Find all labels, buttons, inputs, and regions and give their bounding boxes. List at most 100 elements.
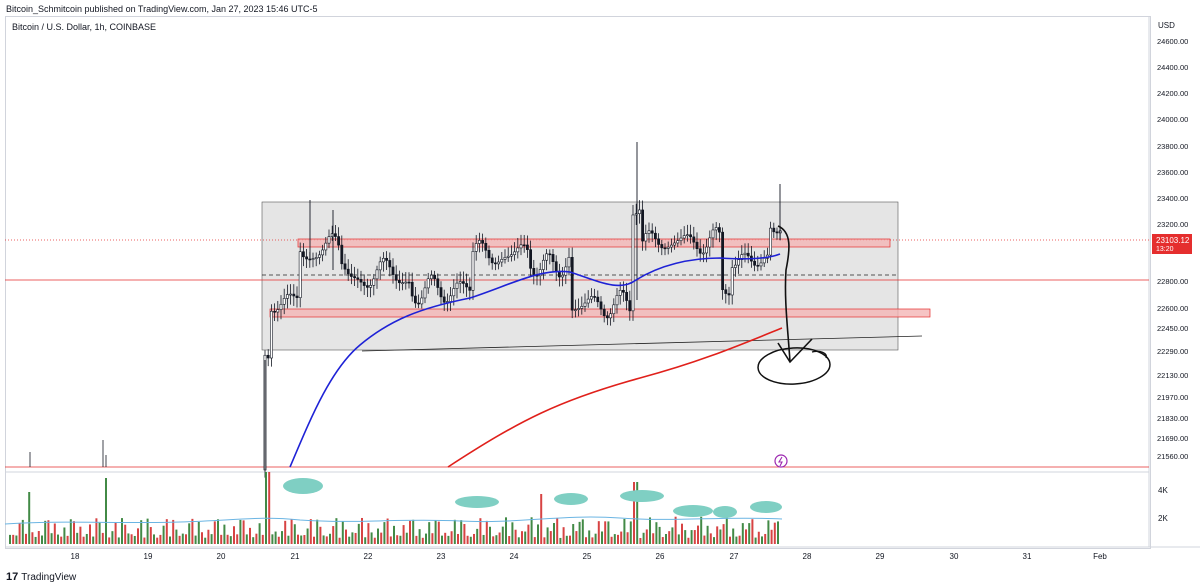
candle-body xyxy=(461,281,465,284)
y-tick-label: 21690.00 xyxy=(1157,434,1188,443)
volume-bar xyxy=(322,535,325,544)
volume-bar xyxy=(34,536,37,544)
candle-body xyxy=(628,300,632,312)
volume-bar xyxy=(473,533,475,544)
candle-body xyxy=(759,262,763,267)
candle-body xyxy=(727,293,731,296)
tradingview-brand[interactable]: 17 TradingView xyxy=(6,571,76,583)
volume-bar xyxy=(313,536,315,544)
volume-bar xyxy=(223,524,226,544)
volume-bar xyxy=(95,518,98,544)
long-ma-line xyxy=(447,327,783,468)
volume-bar xyxy=(89,524,91,544)
volume-bar xyxy=(613,534,616,544)
y-tick-label: 23800.00 xyxy=(1157,142,1188,151)
candle-body xyxy=(442,296,446,303)
y-tick-label: 24000.00 xyxy=(1157,115,1188,124)
candle-body xyxy=(477,240,481,244)
volume-bar xyxy=(652,533,655,544)
candle-body xyxy=(503,257,507,260)
y-axis-ticks: 24600.00 24400.00 24200.00 24000.00 23800.00… xyxy=(1157,37,1188,461)
candle-body xyxy=(561,274,565,278)
volume-bar xyxy=(575,531,578,544)
volume-bar xyxy=(658,526,661,544)
volume-bar xyxy=(325,536,328,544)
candle-body xyxy=(497,261,501,265)
event-lightning-icon[interactable] xyxy=(774,454,788,468)
volume-bar xyxy=(265,472,267,544)
volume-bar xyxy=(623,518,626,544)
candle-body xyxy=(589,296,593,300)
volume-bar xyxy=(719,529,722,544)
volume-bar xyxy=(28,492,31,544)
candle-body xyxy=(301,251,305,258)
volume-bar xyxy=(553,523,555,544)
x-tick-label: 26 xyxy=(656,552,665,561)
candle-body xyxy=(449,295,453,302)
candle-body xyxy=(577,308,581,310)
candle-body xyxy=(324,242,328,251)
candle-body xyxy=(471,251,475,291)
volume-bar xyxy=(626,532,629,544)
volume-bar xyxy=(338,537,341,544)
volume-bar xyxy=(297,534,299,544)
volume-bar xyxy=(133,535,136,544)
volume-bar xyxy=(620,531,623,544)
volume-bar xyxy=(543,537,546,544)
volume-bar xyxy=(233,526,235,544)
y-tick-label: 22600.00 xyxy=(1157,304,1188,313)
volume-bar xyxy=(60,536,63,544)
candle-body xyxy=(465,283,469,288)
candle-body xyxy=(621,289,625,293)
candle-body xyxy=(724,289,728,294)
volume-bar xyxy=(434,520,437,544)
volume-bar xyxy=(533,537,536,544)
volume-bar xyxy=(757,531,760,544)
volume-bar xyxy=(191,518,194,544)
x-tick-label: 31 xyxy=(1023,552,1032,561)
candle-body xyxy=(692,236,696,243)
candle-body xyxy=(391,266,395,275)
candle-body xyxy=(388,260,392,268)
volume-bar xyxy=(293,524,296,544)
volume-bar xyxy=(457,533,459,544)
candle-body xyxy=(593,296,597,298)
x-tick-label: 25 xyxy=(583,552,592,561)
last-price-value: 23103.12 xyxy=(1156,236,1190,245)
volume-bar xyxy=(194,535,197,544)
candle-body xyxy=(541,259,545,270)
volume-bar xyxy=(722,524,725,544)
volume-bar xyxy=(53,523,56,544)
volume-bar xyxy=(287,535,290,544)
volume-bar xyxy=(181,533,184,544)
volume-bar xyxy=(521,531,523,544)
volume-bar xyxy=(421,537,424,544)
volume-bar xyxy=(367,523,370,544)
volume-bar xyxy=(684,530,687,544)
candle-body xyxy=(529,249,533,269)
volume-bar xyxy=(79,526,82,544)
candle-body xyxy=(775,231,779,234)
candle-body xyxy=(474,243,478,252)
volume-bar xyxy=(377,528,379,544)
candle-body xyxy=(340,244,344,265)
volume-bar xyxy=(556,517,559,544)
x-tick-label: 18 xyxy=(71,552,80,561)
volume-bar xyxy=(492,536,495,544)
volume-bar xyxy=(69,519,72,544)
volume-bar xyxy=(345,529,347,544)
volume-bar xyxy=(217,519,219,544)
drawn-circle-tail xyxy=(811,350,827,359)
volume-bar xyxy=(201,532,203,544)
candle-body xyxy=(637,209,641,214)
volume-bar xyxy=(82,536,85,544)
volume-bar xyxy=(527,524,530,544)
candle-body xyxy=(362,281,366,286)
volume-bar xyxy=(703,535,706,544)
last-price-countdown: 13:20 xyxy=(1156,246,1174,253)
volume-bar xyxy=(639,537,642,544)
candle-body xyxy=(353,276,357,279)
x-tick-label: Feb xyxy=(1093,552,1107,561)
candle-body xyxy=(666,246,670,249)
